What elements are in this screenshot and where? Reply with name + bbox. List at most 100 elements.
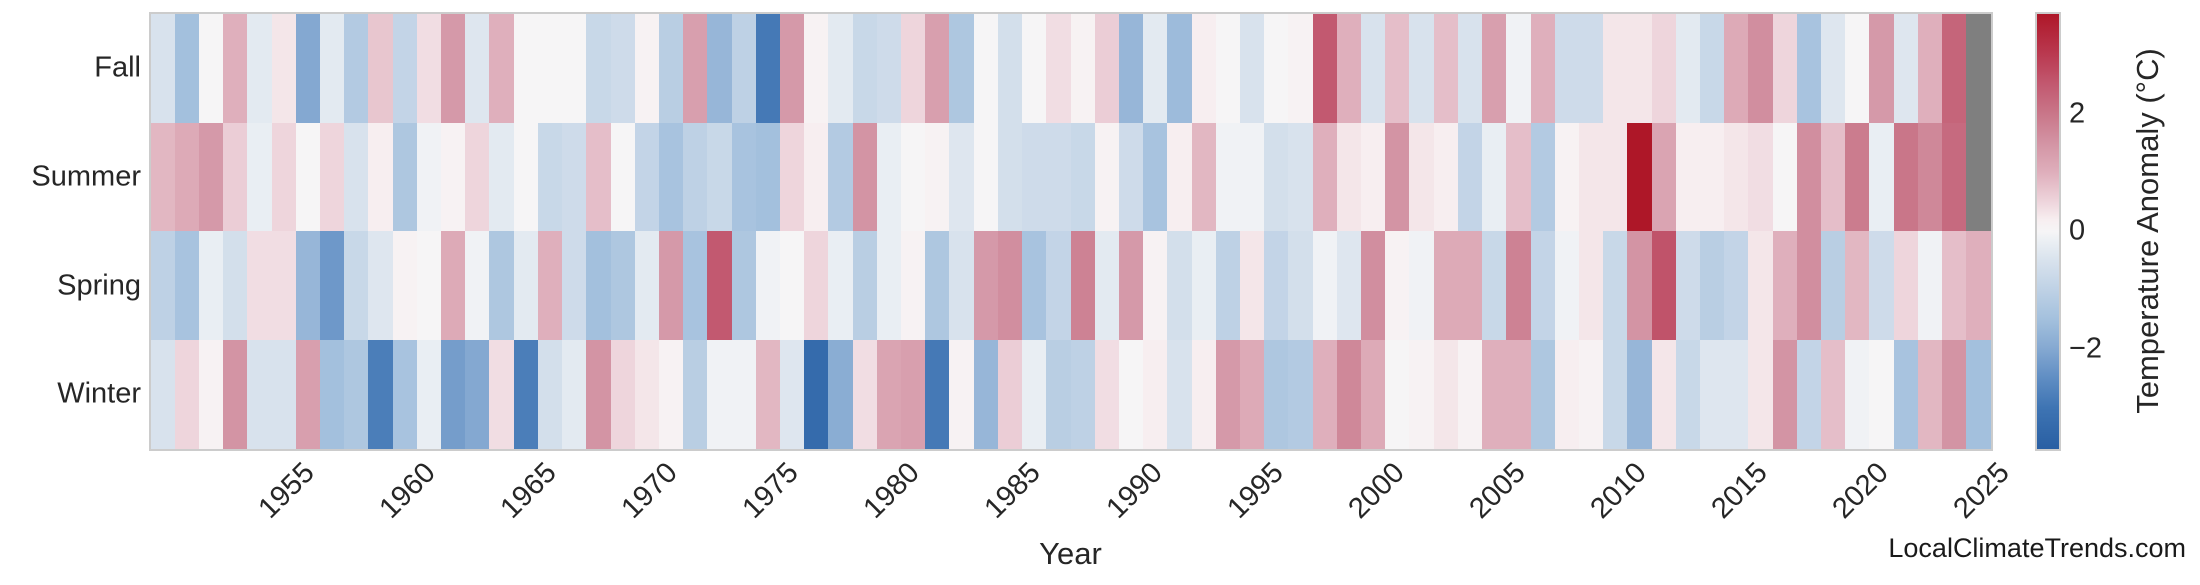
x-tick-label-1970: 1970: [615, 456, 685, 525]
heatmap-cell-spring-2018: [1796, 231, 1822, 341]
heatmap-cell-summer-1975: [755, 122, 781, 232]
heatmap-cell-winter-1998: [1312, 339, 1338, 450]
heatmap-cell-summer-2016: [1748, 122, 1774, 232]
heatmap-cell-fall-2013: [1675, 14, 1701, 124]
heatmap-cell-summer-2010: [1603, 122, 1628, 232]
heatmap-cell-spring-2009: [1578, 231, 1604, 341]
heatmap-cell-winter-1976: [779, 339, 805, 450]
heatmap-cell-summer-2011: [1627, 122, 1653, 232]
heatmap-cell-summer-1954: [247, 122, 273, 232]
heatmap-cell-summer-2024: [1942, 122, 1967, 232]
heatmap-cell-spring-1985: [997, 231, 1023, 341]
heatmap-cell-fall-2006: [1506, 14, 1532, 124]
heatmap-cell-spring-1953: [223, 231, 248, 341]
x-tick-label-1980: 1980: [857, 456, 927, 525]
heatmap-cell-summer-2001: [1385, 122, 1411, 232]
heatmap-cell-winter-1995: [1239, 339, 1265, 450]
heatmap-cell-fall-2010: [1603, 14, 1628, 124]
heatmap-cell-fall-2024: [1942, 14, 1967, 124]
heatmap-cell-spring-2010: [1603, 231, 1628, 341]
x-tick-label-1965: 1965: [494, 456, 563, 525]
heatmap-cell-summer-1966: [537, 122, 563, 232]
heatmap-cell-winter-1984: [973, 339, 999, 450]
heatmap-cell-fall-1966: [537, 14, 563, 124]
heatmap-cell-spring-2003: [1433, 231, 1459, 341]
heatmap-cell-winter-2014: [1699, 339, 1725, 450]
heatmap-cell-winter-1951: [174, 339, 200, 450]
heatmap-cell-spring-2012: [1651, 231, 1677, 341]
heatmap-cell-spring-1973: [707, 231, 733, 341]
y-tick-label-winter: Winter: [57, 377, 141, 410]
heatmap-cell-spring-2000: [1361, 231, 1386, 341]
x-tick-label-2000: 2000: [1342, 456, 1411, 525]
heatmap-cell-winter-2006: [1506, 339, 1532, 450]
heatmap-cell-winter-1978: [828, 339, 854, 450]
heatmap-cell-winter-1987: [1046, 339, 1072, 450]
y-tick-label-fall: Fall: [94, 51, 141, 84]
x-tick-label-2015: 2015: [1705, 456, 1774, 525]
heatmap-cell-spring-2014: [1699, 231, 1725, 341]
heatmap-cell-winter-1993: [1191, 339, 1217, 450]
heatmap-cell-fall-1967: [562, 14, 587, 124]
heatmap-cell-summer-1994: [1215, 122, 1241, 232]
heatmap-cell-winter-1973: [707, 339, 733, 450]
heatmap-cell-fall-1978: [828, 14, 854, 124]
heatmap-cell-fall-2003: [1433, 14, 1459, 124]
x-tick-label-2005: 2005: [1463, 456, 1532, 525]
heatmap-cell-summer-1952: [198, 122, 224, 232]
heatmap-cell-fall-1950: [150, 14, 176, 124]
heatmap-cell-fall-1979: [852, 14, 878, 124]
heatmap-cell-summer-1990: [1118, 122, 1144, 232]
heatmap-cell-winter-1950: [150, 339, 176, 450]
heatmap-cell-summer-2004: [1457, 122, 1483, 232]
heatmap-cell-summer-1951: [174, 122, 200, 232]
heatmap-cell-winter-1980: [876, 339, 902, 450]
heatmap-cell-spring-1981: [901, 231, 926, 341]
heatmap-cell-fall-1971: [658, 14, 684, 124]
heatmap-cell-winter-1970: [634, 339, 660, 450]
heatmap-cell-winter-2005: [1482, 339, 1507, 450]
heatmap-cell-spring-1978: [828, 231, 854, 341]
heatmap-cell-spring-1974: [731, 231, 757, 341]
heatmap-cell-fall-1992: [1167, 14, 1193, 124]
heatmap-cell-fall-1996: [1264, 14, 1289, 124]
heatmap-cell-fall-1997: [1288, 14, 1314, 124]
x-tick-label-1960: 1960: [373, 456, 442, 525]
heatmap-cell-fall-2014: [1699, 14, 1725, 124]
heatmap-cell-summer-1998: [1312, 122, 1338, 232]
heatmap-cell-winter-1990: [1118, 339, 1144, 450]
heatmap-cell-winter-2009: [1578, 339, 1604, 450]
heatmap-cell-spring-1955: [271, 231, 297, 341]
heatmap-cell-spring-1994: [1215, 231, 1241, 341]
x-tick-label-1995: 1995: [1221, 456, 1290, 525]
heatmap-cell-fall-2001: [1385, 14, 1411, 124]
heatmap-cell-winter-1959: [368, 339, 394, 450]
heatmap-cell-fall-1981: [901, 14, 926, 124]
heatmap-cell-fall-1983: [949, 14, 975, 124]
heatmap-cell-summer-1980: [876, 122, 902, 232]
heatmap-cell-fall-2019: [1821, 14, 1846, 124]
colorbar-tick-label-2: 2: [2069, 97, 2086, 130]
heatmap-cell-spring-1951: [174, 231, 200, 341]
heatmap-cell-winter-2016: [1748, 339, 1774, 450]
heatmap-cell-spring-1990: [1118, 231, 1144, 341]
heatmap-cell-fall-2022: [1893, 14, 1919, 124]
heatmap-cell-winter-1988: [1070, 339, 1096, 450]
heatmap-cell-summer-2023: [1917, 122, 1943, 232]
heatmap-cell-winter-2018: [1796, 339, 1822, 450]
heatmap-cell-summer-2017: [1772, 122, 1798, 232]
heatmap-cell-spring-2005: [1482, 231, 1507, 341]
heatmap-cell-winter-2023: [1917, 339, 1943, 450]
heatmap-cell-summer-1965: [513, 122, 539, 232]
heatmap-cell-summer-1976: [779, 122, 805, 232]
heatmap-cell-fall-1984: [973, 14, 999, 124]
heatmap-cell-winter-1968: [586, 339, 612, 450]
heatmap-cell-spring-2016: [1748, 231, 1774, 341]
heatmap-cell-summer-2008: [1554, 122, 1580, 232]
heatmap-cell-fall-2002: [1409, 14, 1435, 124]
heatmap-cell-winter-1975: [755, 339, 781, 450]
heatmap-cell-summer-2013: [1675, 122, 1701, 232]
heatmap-cell-spring-1996: [1264, 231, 1289, 341]
x-tick-label-2025: 2025: [1947, 456, 2016, 525]
heatmap-cell-winter-1972: [683, 339, 708, 450]
